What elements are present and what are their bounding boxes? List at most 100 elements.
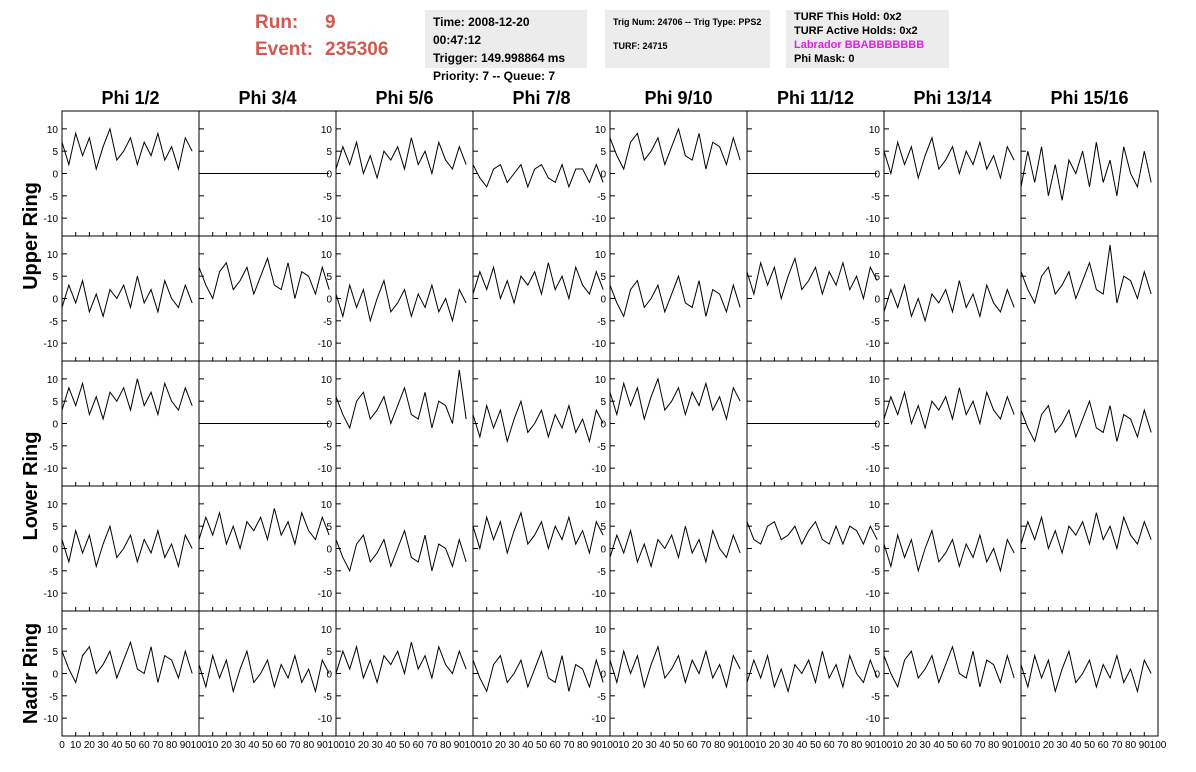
waveform <box>472 163 604 189</box>
y-tick-label: 5 <box>326 147 332 158</box>
y-tick-label: 0 <box>600 170 606 181</box>
x-tick-label: 80 <box>166 740 178 751</box>
y-tick-label: 10 <box>321 375 333 386</box>
panel-frame <box>472 235 611 362</box>
panel-frame <box>61 235 200 362</box>
x-tick-label: 80 <box>714 740 726 751</box>
y-tick-label: -10 <box>866 464 881 475</box>
y-tick-label: 10 <box>869 500 881 511</box>
x-tick-label: 20 <box>221 740 233 751</box>
x-tick-label: 40 <box>111 740 123 751</box>
x-tick-label: 50 <box>673 740 685 751</box>
event-number: 235306 <box>325 39 389 60</box>
x-tick-label: 10 <box>1029 740 1041 751</box>
x-tick-label: 90 <box>728 740 740 751</box>
y-tick-label: 10 <box>47 500 59 511</box>
y-tick-label: 0 <box>874 170 880 181</box>
panel-frame <box>883 235 1022 362</box>
y-tick-label: -5 <box>323 692 332 703</box>
run-label: Run: <box>255 12 299 33</box>
info-line: Phi Mask: 0 <box>794 53 855 65</box>
y-tick-label: 0 <box>874 545 880 556</box>
y-tick-label: 0 <box>326 420 332 431</box>
y-tick-label: -5 <box>871 692 880 703</box>
y-tick-label: 10 <box>47 375 59 386</box>
y-tick-label: 5 <box>600 272 606 283</box>
panel-frame <box>883 485 1022 612</box>
y-tick-label: 0 <box>326 670 332 681</box>
y-tick-label: 10 <box>869 125 881 136</box>
x-tick-label: 40 <box>385 740 397 751</box>
x-tick-label: 10 <box>70 740 82 751</box>
x-tick-label: 30 <box>98 740 110 751</box>
y-tick-label: 0 <box>600 545 606 556</box>
x-tick-label: 70 <box>426 740 438 751</box>
panel-frame <box>883 360 1022 487</box>
waveform <box>335 137 467 180</box>
x-tick-label: 20 <box>769 740 781 751</box>
waveform <box>61 127 193 172</box>
y-tick-label: -5 <box>871 567 880 578</box>
column-title: Phi 11/12 <box>777 88 854 108</box>
waveform <box>335 528 467 573</box>
turf-box: TURF This Hold: 0x2 TURF Active Holds: 0… <box>786 10 949 68</box>
x-tick-label: 20 <box>358 740 370 751</box>
x-tick-label: 30 <box>372 740 384 751</box>
waveform <box>883 528 1015 573</box>
y-tick-label: 0 <box>600 295 606 306</box>
panel-frame <box>609 360 748 487</box>
x-tick-label: 90 <box>1002 740 1014 751</box>
y-tick-label: 10 <box>595 250 607 261</box>
panel-frame <box>61 110 200 237</box>
waveform <box>609 377 741 422</box>
y-tick-label: 5 <box>874 647 880 658</box>
y-tick-label: 0 <box>600 420 606 431</box>
x-tick-label: 40 <box>1070 740 1082 751</box>
y-tick-label: 5 <box>874 522 880 533</box>
x-tick-label: 90 <box>865 740 877 751</box>
x-tick-label: 60 <box>413 740 425 751</box>
waveform <box>1020 649 1152 694</box>
y-tick-label: 0 <box>52 295 58 306</box>
event-label: Event: <box>255 39 314 60</box>
y-tick-label: 10 <box>321 125 333 136</box>
info-line: Trigger: 149.998864 ms <box>433 51 566 65</box>
waveform <box>61 524 193 569</box>
x-tick-label: 60 <box>687 740 699 751</box>
y-tick-label: 0 <box>52 545 58 556</box>
y-tick-label: -10 <box>318 214 333 225</box>
x-tick-label: 40 <box>796 740 808 751</box>
y-tick-label: 0 <box>600 670 606 681</box>
waveform <box>609 127 741 171</box>
waveform <box>1020 399 1152 443</box>
y-tick-label: 5 <box>52 147 58 158</box>
y-tick-label: -10 <box>318 714 333 725</box>
y-tick-label: -10 <box>318 589 333 600</box>
y-tick-label: 0 <box>326 170 332 181</box>
y-tick-label: 10 <box>595 625 607 636</box>
x-tick-label: 80 <box>577 740 589 751</box>
x-tick-label: 40 <box>659 740 671 751</box>
x-tick-label: 30 <box>1057 740 1069 751</box>
panel-frame <box>1020 610 1159 737</box>
waveform <box>746 520 878 546</box>
column-title: Phi 13/14 <box>913 88 991 108</box>
x-tick-label: 60 <box>276 740 288 751</box>
panel-frame <box>61 360 200 487</box>
waveform <box>609 644 741 689</box>
x-tick-label: 50 <box>399 740 411 751</box>
panel-frame <box>1020 485 1159 612</box>
column-title: Phi 7/8 <box>512 88 570 108</box>
x-tick-label: 100 <box>876 740 893 751</box>
x-tick-label: 100 <box>602 740 619 751</box>
y-tick-label: -5 <box>49 442 58 453</box>
waveform <box>746 256 878 301</box>
y-tick-label: 5 <box>52 647 58 658</box>
y-tick-label: -5 <box>323 317 332 328</box>
x-tick-label: 20 <box>84 740 96 751</box>
y-tick-label: -10 <box>592 339 607 350</box>
panel-frame <box>335 110 474 237</box>
y-tick-label: 0 <box>326 545 332 556</box>
